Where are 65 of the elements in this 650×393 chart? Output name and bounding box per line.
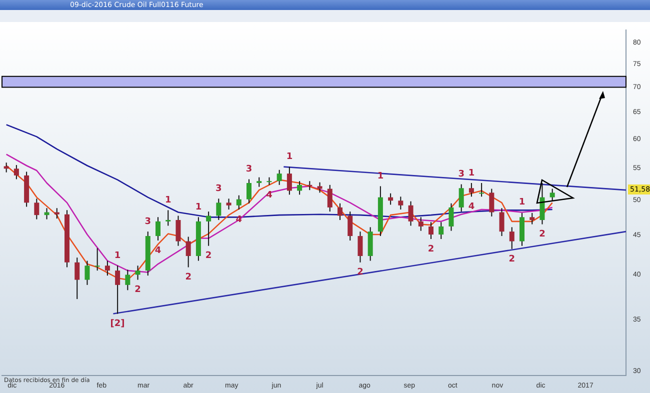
annotation: 2: [134, 285, 141, 296]
annotation: 3: [216, 184, 222, 194]
candlestick: [499, 208, 504, 237]
candlestick: [489, 188, 494, 217]
candlestick: [388, 192, 394, 206]
annotation: 3: [246, 164, 252, 175]
candlestick: [327, 184, 332, 212]
candlestick: [540, 182, 545, 225]
candlestick: [348, 211, 353, 242]
annotation: 3: [144, 216, 152, 227]
annotation: [2]: [110, 319, 125, 330]
candlestick: [550, 188, 555, 202]
annotation: 2: [185, 272, 192, 283]
candlestick: [509, 226, 514, 250]
candlestick: [176, 215, 181, 246]
candlestick: [226, 198, 232, 210]
candlestick: [458, 184, 464, 212]
annotation: 1: [518, 198, 526, 208]
annotation: 4: [154, 246, 162, 256]
candlestick: [408, 200, 414, 226]
candlestick: [286, 166, 292, 196]
candlestick: [358, 231, 363, 263]
candlestick: [74, 257, 80, 300]
candlestick: [479, 182, 484, 198]
candlestick: [186, 236, 191, 268]
annotation: 2: [539, 230, 546, 240]
candlestick: [216, 198, 222, 220]
annotation: 1: [195, 202, 202, 213]
candlestick: [94, 248, 100, 272]
candlestick: [428, 222, 434, 240]
candlestick: [438, 222, 444, 240]
candlestick: [34, 198, 40, 220]
candlestick: [297, 180, 302, 196]
annotation: 1: [114, 250, 121, 261]
annotation: 1: [164, 196, 172, 206]
candlestick: [156, 216, 160, 242]
candlestick: [14, 164, 19, 180]
candlestick: [125, 269, 130, 291]
annotation: 1: [286, 152, 293, 162]
candlestick: [246, 178, 252, 204]
candlestick: [236, 194, 242, 210]
candlestick: [54, 208, 60, 220]
candlestick: [468, 182, 474, 198]
annotation: 4: [468, 202, 475, 212]
annotation: 2: [428, 244, 434, 254]
candlestick: [276, 169, 282, 186]
candlestick: [256, 176, 262, 188]
annotation: 2: [508, 254, 516, 264]
candlestick: [448, 202, 454, 232]
candlestick: [530, 212, 535, 225]
candlestick: [104, 260, 110, 276]
annotation: 2: [205, 251, 212, 262]
annotation: 1: [377, 172, 384, 182]
candlestick: [317, 182, 322, 194]
candlestick: [166, 210, 171, 226]
candlestick: [418, 216, 424, 232]
candlestick: [115, 265, 120, 314]
candlestick: [398, 196, 404, 210]
annotation: 3: [458, 170, 464, 180]
candlestick: [206, 211, 212, 246]
annotation: 1: [468, 168, 475, 178]
candlestick: [338, 202, 342, 220]
candlestick: [4, 162, 9, 173]
candlestick: [135, 265, 140, 280]
candlestick: [84, 260, 90, 286]
